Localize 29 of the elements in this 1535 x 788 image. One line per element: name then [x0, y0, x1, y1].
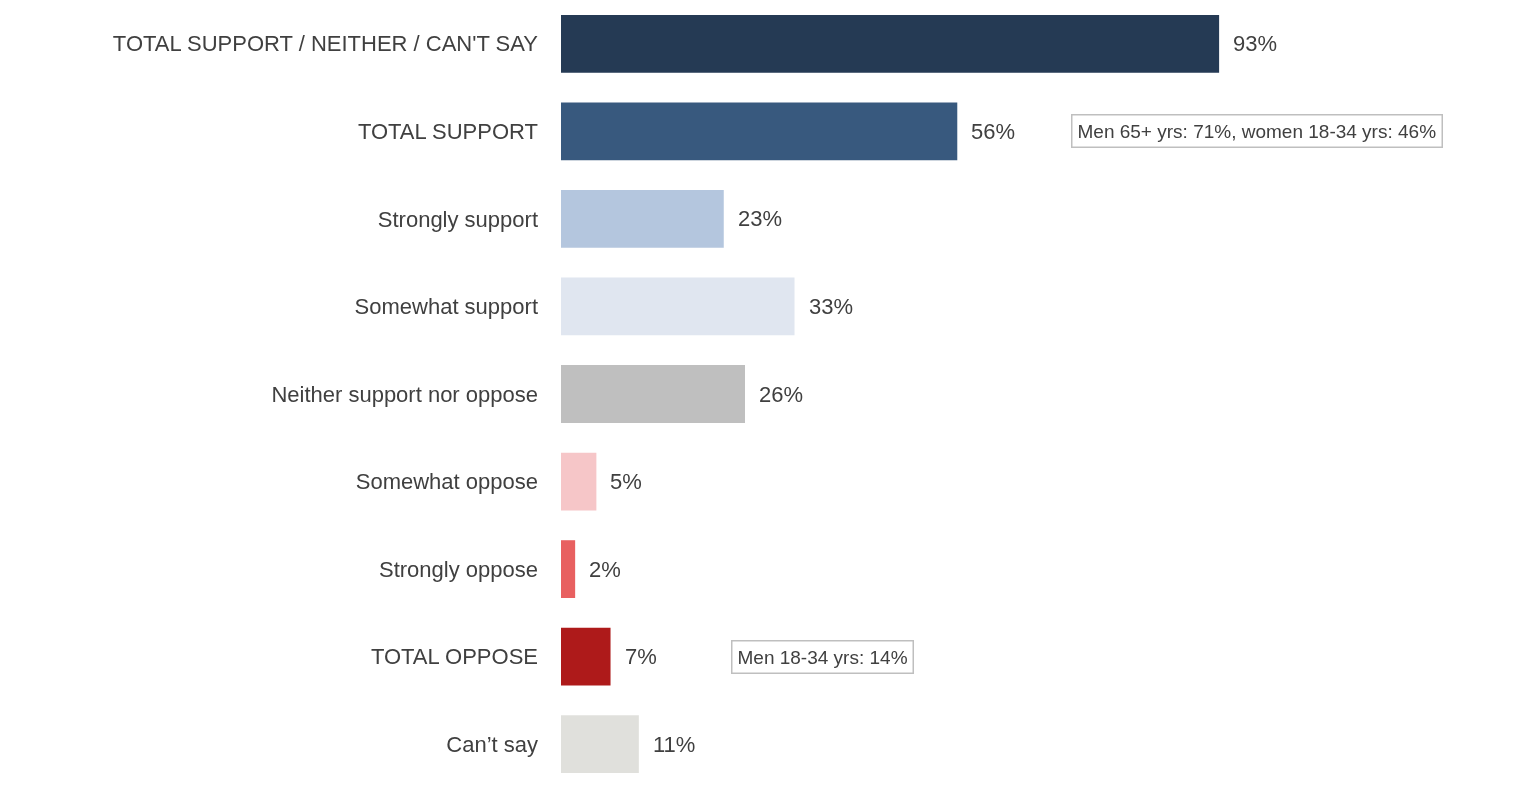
data-label: 11%: [653, 732, 696, 757]
bar: [561, 715, 639, 774]
data-label: 7%: [625, 644, 657, 669]
bar: [561, 102, 958, 161]
data-label: 2%: [589, 557, 621, 582]
y-tick-label: Strongly oppose: [379, 556, 538, 582]
y-tick-label: Neither support nor oppose: [271, 381, 538, 407]
annotation: Men 18-34 yrs: 14%: [737, 646, 908, 668]
data-label: 26%: [759, 382, 804, 407]
bar: [561, 190, 724, 248]
y-tick-label: Somewhat support: [354, 294, 538, 320]
bar: [561, 14, 1220, 73]
y-tick-label: TOTAL SUPPORT: [357, 119, 538, 145]
y-tick-label: Strongly support: [377, 206, 538, 232]
data-label: 93%: [1233, 31, 1278, 56]
data-label: 5%: [610, 469, 642, 494]
annotation: Men 65+ yrs: 71%, women 18-34 yrs: 46%: [1077, 120, 1437, 142]
bar: [561, 277, 795, 336]
data-label: 23%: [738, 206, 783, 231]
y-tick-label: TOTAL SUPPORT / NEITHER / CAN'T SAY: [112, 31, 539, 57]
data-label: 33%: [809, 294, 854, 319]
bar: [561, 452, 597, 511]
y-tick-label: TOTAL OPPOSE: [370, 644, 538, 670]
data-label: 56%: [971, 119, 1016, 144]
y-tick-label: Somewhat oppose: [355, 469, 538, 495]
bar: [561, 627, 611, 686]
bar: [561, 365, 745, 423]
bar: [561, 540, 576, 598]
y-tick-label: Can’t say: [446, 731, 538, 757]
